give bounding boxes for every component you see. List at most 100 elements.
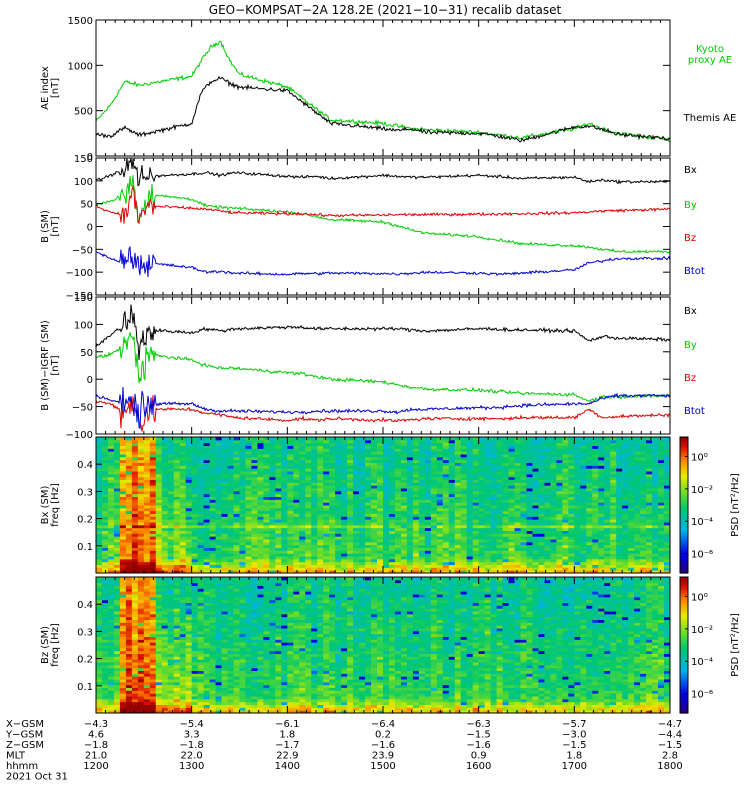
ephemeris-value: 1.8 [566,751,582,762]
ephemeris-value: −6.1 [275,719,299,730]
ephemeris-value: 1800 [657,761,682,772]
y-tick-label: 100 [74,177,93,188]
ephemeris-value: 1.8 [279,730,295,741]
ephemeris-row-label: Y−GSM [5,730,43,741]
series-line-bx [95,157,671,187]
series-line-by [95,174,671,254]
ephemeris-row-label: hhmm [6,761,38,772]
ephemeris-value: −5.7 [562,719,586,730]
ephemeris-value: 1500 [370,761,395,772]
legend-label: Themis AE [683,113,737,124]
ephemeris-value: −1.5 [467,730,491,741]
colorbar-label: PSD [nT²/Hz] [730,613,741,677]
y-axis-label: [nT] [50,78,61,98]
plot-frame [95,436,671,574]
ephemeris-row-label: X−GSM [6,719,44,730]
spectrogram [96,437,671,574]
panel-bz-spec: 0.10.20.30.4Bz (SM) freq [Hz]10⁰10⁻²10⁻⁴1… [40,576,741,714]
colorbar-frame [679,436,689,574]
y-axis-label: freq [Hz] [50,623,61,667]
date-label: 2021 Oct 31 [6,772,68,783]
ephemeris-value: 1700 [562,761,587,772]
y-tick-label: 0.2 [77,655,93,666]
ephemeris-value: −4.3 [84,719,108,730]
y-tick-label: 50 [80,200,93,211]
y-tick-label: 0.4 [77,460,93,471]
series-line-btot [95,386,671,430]
ephemeris-value: 1600 [466,761,491,772]
y-tick-label: 150 [74,154,93,165]
y-tick-label: 0 [87,223,93,234]
y-tick-label: 1500 [68,16,93,27]
ephemeris-value: −1.5 [658,740,682,751]
colorbar-tick-label: 10⁻² [691,625,713,636]
colorbar: 10⁰ 10⁻² 10⁻⁴ 10⁻⁶ PSD [nT²/Hz] [679,576,741,714]
legend-label-by: By [684,200,697,211]
ephemeris-value: −1.8 [84,740,108,751]
y-axis-label: Bz (SM) [40,626,51,664]
ephemeris-value: 23.9 [372,751,394,762]
colorbar-tick-label: 10⁻⁴ [691,517,713,528]
y-tick-label: −100 [66,430,93,441]
y-tick-label: −100 [66,268,93,279]
ephemeris-value: 1200 [83,761,108,772]
legend-label-bz: Bz [684,233,696,244]
series-line-bz [95,184,671,225]
panel-b-sm: −150 −100 −50 0 50 100 150 B (SM) [nT] Bx By Bz Btot [40,154,705,302]
colorbar-tick-label: 10⁻² [691,485,713,496]
y-tick-label: 0.1 [77,542,93,553]
panel-bx-spec: 0.10.20.30.4Bx (SM) freq [Hz]10⁰10⁻²10⁻⁴1… [40,436,741,574]
y-tick-label: 0.3 [77,627,93,638]
y-tick-label: 50 [80,348,93,359]
colorbar-tick-label: 10⁻⁶ [691,550,713,561]
legend-label-bx: Bx [684,165,697,176]
ephemeris-row-label: MLT [6,751,26,762]
ephemeris-value: 22.0 [181,751,203,762]
legend-label: Kyoto [696,44,724,55]
ephemeris-value: 1300 [179,761,204,772]
y-axis-label: B (SM)−IGRF (SM) [40,320,51,411]
ephemeris-value: −5.4 [180,719,204,730]
ephemeris-value: 1400 [275,761,300,772]
y-tick-label: 0.2 [77,515,93,526]
ephemeris-value: 21.0 [85,751,107,762]
plot-frame [95,19,671,157]
plot-frame [95,296,671,435]
colorbar-frame [679,576,689,714]
y-tick-label: 0 [87,152,93,163]
y-tick-label: 100 [74,320,93,331]
plot-frame [95,576,671,714]
y-tick-label: 0.1 [77,682,93,693]
colorbar: 10⁰ 10⁻² 10⁻⁴ 10⁻⁶ PSD [nT²/Hz] [679,436,741,574]
y-tick-label: −50 [72,403,93,414]
legend-label-btot: Btot [684,406,705,417]
y-axis-label: Bx (SM) [40,486,51,525]
y-tick-label: 0 [87,375,93,386]
y-axis-label: AE index [40,66,51,110]
series-line-bx [95,304,671,361]
ephemeris-value: −3.0 [562,730,586,741]
colorbar-tick-label: 10⁻⁴ [691,657,713,668]
y-tick-label: −150 [66,291,93,302]
ephemeris-value: 2.8 [662,751,678,762]
y-tick-label: 500 [74,107,93,118]
ephemeris-row-label: Z−GSM [6,740,44,751]
legend-label-by: By [684,340,697,351]
legend-label-bz: Bz [684,373,696,384]
ephemeris-value: 22.9 [276,751,298,762]
ephemeris-value: 0.2 [375,730,391,741]
y-tick-label: −50 [72,245,93,256]
ephemeris-value: −6.3 [467,719,491,730]
ephemeris-value: −4.7 [658,719,682,730]
chart-title: GEO−KOMPSAT−2A 128.2E (2021−10−31) recal… [209,3,562,17]
y-tick-label: 0.3 [77,487,93,498]
colorbar-tick-label: 10⁻⁶ [691,690,713,701]
y-axis-label: freq [Hz] [50,483,61,527]
y-tick-label: 1000 [68,61,93,72]
series-line-by [95,332,671,403]
ephemeris-value: −1.6 [371,740,395,751]
ephemeris-value: −1.6 [467,740,491,751]
ephemeris-value: 4.6 [88,730,104,741]
